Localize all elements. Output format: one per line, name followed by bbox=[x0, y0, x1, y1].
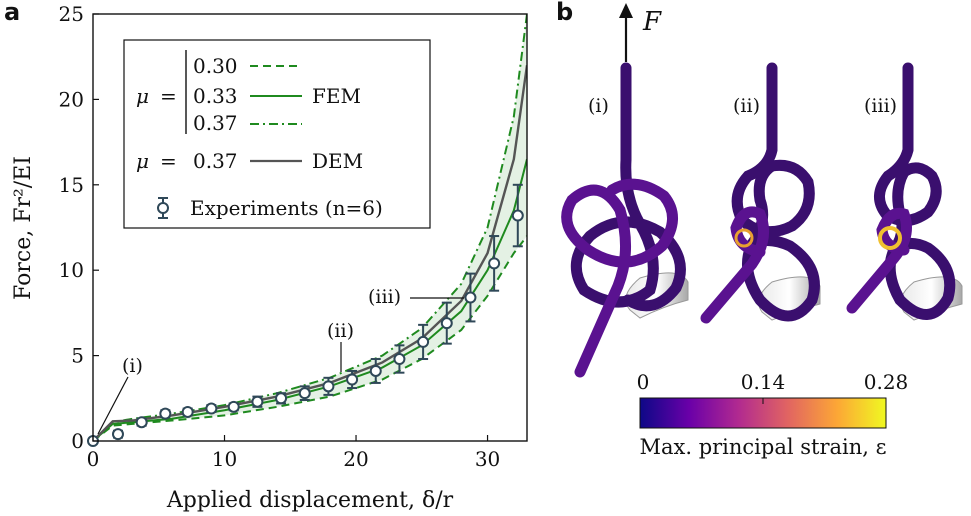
knot-label-iii: (iii) bbox=[864, 95, 897, 117]
knot-strand-ii-b bbox=[700, 206, 770, 324]
y-tick-label: 15 bbox=[59, 173, 84, 197]
annotation-ii: (ii) bbox=[327, 320, 354, 342]
legend-equals: = bbox=[160, 84, 177, 108]
x-axis-label: Applied displacement, δ/r bbox=[166, 488, 454, 513]
x-tick-label: 30 bbox=[475, 447, 500, 471]
legend-box bbox=[123, 39, 431, 229]
x-tick-label: 10 bbox=[212, 447, 237, 471]
experiment-point bbox=[322, 380, 335, 393]
experiment-point bbox=[205, 402, 218, 415]
experiment-point bbox=[488, 257, 501, 270]
y-ticks: 0 5 10 15 20 25 bbox=[59, 2, 99, 453]
strain-hotspot-iii bbox=[878, 226, 902, 250]
panel-b-label: b bbox=[556, 0, 573, 26]
strain-hotspot-ii bbox=[734, 228, 754, 248]
y-axis-label: Force, Fr²/EI bbox=[11, 156, 36, 300]
experiment-point bbox=[440, 317, 453, 330]
experiment-point bbox=[159, 407, 172, 420]
annotation-i: (i) bbox=[122, 355, 143, 377]
experiment-point bbox=[464, 291, 477, 304]
legend-marker bbox=[157, 202, 169, 214]
y-tick-label: 20 bbox=[59, 87, 84, 111]
knot-label-i: (i) bbox=[588, 95, 609, 117]
experiment-point bbox=[369, 364, 382, 377]
legend-dem-mu: 0.37 bbox=[193, 149, 238, 173]
y-tick-label: 0 bbox=[71, 429, 84, 453]
legend-fem-label: FEM bbox=[312, 84, 361, 108]
legend-dem-label: DEM bbox=[312, 149, 363, 173]
force-label: F bbox=[642, 7, 662, 37]
knot-strand-i-b bbox=[561, 178, 678, 378]
experiment-point bbox=[227, 400, 240, 413]
plot-frame bbox=[92, 13, 528, 442]
legend-experiments-label: Experiments (n=6) bbox=[190, 196, 383, 220]
experiment-point bbox=[393, 353, 406, 366]
panel-a-label: a bbox=[4, 0, 20, 26]
shaded-band bbox=[93, 14, 527, 441]
colorbar: 0 0.14 0.28 Max. principal strain, ε bbox=[637, 370, 909, 459]
experiment-point bbox=[417, 335, 430, 348]
plot-area: 0 10 20 30 0 5 10 15 20 25 bbox=[59, 2, 528, 471]
knot-illustration-iii bbox=[846, 62, 963, 321]
experiment-point bbox=[181, 405, 194, 418]
x-tick-label: 20 bbox=[343, 447, 368, 471]
y-tick-label: 10 bbox=[59, 258, 84, 282]
experiments-layer bbox=[87, 183, 524, 447]
legend-dem-mu-symbol: μ bbox=[136, 149, 149, 173]
y-tick-label: 5 bbox=[71, 344, 84, 368]
experiment-point bbox=[275, 392, 288, 405]
knot-illustration-i bbox=[561, 62, 689, 378]
knot-strand-iii-b bbox=[846, 207, 912, 314]
legend: μ = 0.30 0.33 0.37 FEM μ = 0.37 DEM Expe… bbox=[123, 39, 431, 229]
shaded-band-layer bbox=[93, 14, 527, 441]
experiment-point bbox=[111, 428, 124, 441]
series-line-1 bbox=[93, 235, 527, 441]
colorbar-tick-0: 0 bbox=[637, 370, 650, 394]
knot-label-ii: (ii) bbox=[733, 95, 760, 117]
colorbar-tick-028: 0.28 bbox=[864, 370, 909, 394]
colorbar-tick-014: 0.14 bbox=[741, 370, 786, 394]
knot-strand-iii-a bbox=[874, 62, 956, 320]
legend-mu-symbol: μ bbox=[136, 84, 149, 108]
legend-mu-0-30: 0.30 bbox=[193, 54, 238, 78]
experiment-point bbox=[298, 387, 311, 400]
force-arrow-head-icon bbox=[619, 3, 633, 18]
experiment-point bbox=[346, 373, 359, 386]
x-tick-label: 0 bbox=[87, 447, 100, 471]
annotation-iii: (iii) bbox=[368, 286, 401, 308]
experiment-point bbox=[135, 416, 148, 429]
annotations: (i) (ii) (iii) bbox=[97, 286, 464, 435]
y-tick-label: 25 bbox=[59, 2, 84, 26]
experiment-point bbox=[251, 395, 264, 408]
legend-dem-equals: = bbox=[160, 149, 177, 173]
colorbar-label: Max. principal strain, ε bbox=[639, 435, 886, 459]
legend-mu-0-33: 0.33 bbox=[193, 84, 238, 108]
experiment-point bbox=[511, 209, 524, 222]
knot-illustration-ii bbox=[700, 62, 821, 324]
x-ticks: 0 10 20 30 bbox=[87, 435, 500, 471]
knot-strand-i-a bbox=[570, 62, 686, 312]
annotation-i-leader bbox=[97, 376, 129, 435]
legend-mu-0-37: 0.37 bbox=[193, 111, 238, 135]
